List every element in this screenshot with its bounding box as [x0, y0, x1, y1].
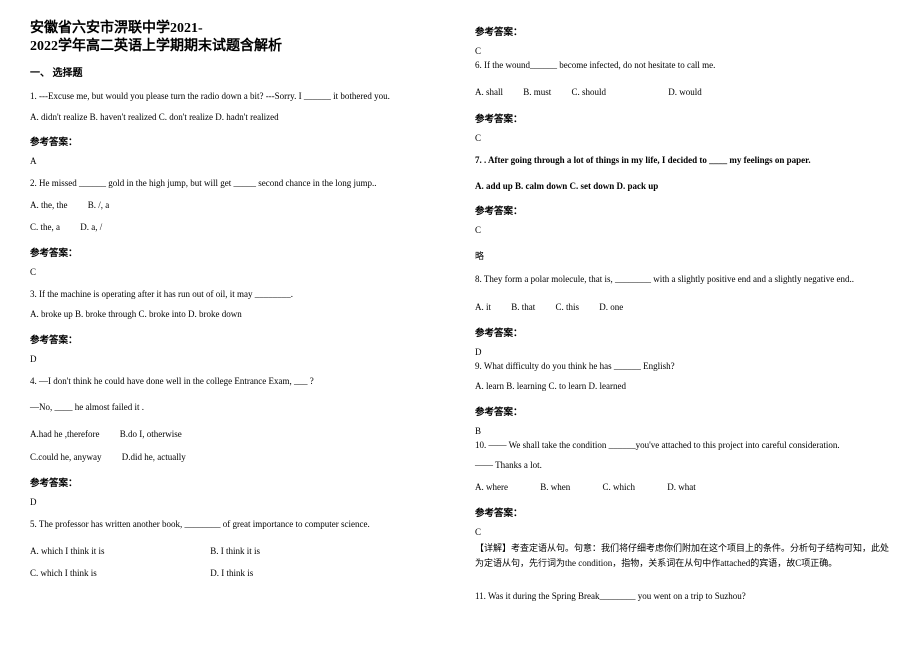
answer-7: C	[475, 225, 890, 235]
opt-8c: C. this	[556, 299, 580, 315]
opt-2d: D. a, /	[80, 219, 102, 235]
answer-label: 参考答案：	[30, 245, 445, 259]
answer-1: A	[30, 156, 445, 166]
answer-label: 参考答案：	[475, 111, 890, 125]
question-9-options: A. learn B. learning C. to learn D. lear…	[475, 379, 890, 393]
answer-label: 参考答案：	[30, 134, 445, 148]
opt-10b: B. when	[540, 479, 570, 495]
question-5-options-row1: A. which I think it is B. I think it is	[30, 543, 445, 559]
opt-5d: D. I think is	[210, 565, 253, 581]
opt-8a: A. it	[475, 299, 491, 315]
answer-5: C	[475, 46, 890, 56]
question-10-options: A. where B. when C. which D. what	[475, 479, 890, 495]
opt-8d: D. one	[599, 299, 623, 315]
question-11: 11. Was it during the Spring Break______…	[475, 589, 890, 603]
exam-page: 安徽省六安市淠联中学2021- 2022学年高二英语上学期期末试题含解析 一、 …	[0, 0, 920, 630]
opt-2a: A. the, the	[30, 197, 68, 213]
opt-6c: C. should	[572, 84, 607, 100]
answer-4: D	[30, 497, 445, 507]
opt-4b: B.do I, otherwise	[120, 426, 182, 442]
answer-10: C	[475, 527, 890, 537]
question-2-options-row1: A. the, the B. /, a	[30, 197, 445, 213]
answer-label: 参考答案：	[30, 475, 445, 489]
opt-4c: C.could he, anyway	[30, 449, 101, 465]
question-10-line2: —— Thanks a lot.	[475, 458, 890, 472]
question-1: 1. ---Excuse me, but would you please tu…	[30, 89, 445, 103]
answer-label: 参考答案：	[475, 404, 890, 418]
opt-5a: A. which I think it is	[30, 543, 190, 559]
answer-label: 参考答案：	[475, 325, 890, 339]
opt-6a: A. shall	[475, 84, 503, 100]
opt-2b: B. /, a	[88, 197, 110, 213]
answer-3: D	[30, 354, 445, 364]
answer-label: 参考答案：	[475, 203, 890, 217]
question-1-options: A. didn't realize B. haven't realized C.…	[30, 110, 445, 124]
title-line-1: 安徽省六安市淠联中学2021-	[30, 21, 203, 36]
question-9: 9. What difficulty do you think he has _…	[475, 359, 890, 373]
question-4-options-row2: C.could he, anyway D.did he, actually	[30, 449, 445, 465]
opt-5b: B. I think it is	[210, 543, 260, 559]
opt-6d: D. would	[668, 84, 702, 100]
question-5-options-row2: C. which I think is D. I think is	[30, 565, 445, 581]
question-7: 7. . After going through a lot of things…	[475, 153, 890, 167]
opt-2c: C. the, a	[30, 219, 60, 235]
question-6: 6. If the wound______ become infected, d…	[475, 58, 890, 72]
opt-10a: A. where	[475, 479, 508, 495]
opt-6b: B. must	[523, 84, 551, 100]
question-2: 2. He missed ______ gold in the high jum…	[30, 176, 445, 190]
question-8-options: A. it B. that C. this D. one	[475, 299, 890, 315]
question-4-options-row1: A.had he ,therefore B.do I, otherwise	[30, 426, 445, 442]
opt-4a: A.had he ,therefore	[30, 426, 99, 442]
answer-10-detail: 【详解】考查定语从句。句意：我们将仔细考虑你们附加在这个项目上的条件。分析句子结…	[475, 541, 890, 572]
left-column: 安徽省六安市淠联中学2021- 2022学年高二英语上学期期末试题含解析 一、 …	[30, 20, 445, 610]
opt-4d: D.did he, actually	[122, 449, 186, 465]
question-3: 3. If the machine is operating after it …	[30, 287, 445, 301]
section-heading: 一、 选择题	[30, 64, 445, 79]
question-7-options: A. add up B. calm down C. set down D. pa…	[475, 179, 890, 193]
question-10: 10. —— We shall take the condition _____…	[475, 438, 890, 452]
question-4: 4. —I don't think he could have done wel…	[30, 374, 445, 388]
answer-6: C	[475, 133, 890, 143]
answer-9: B	[475, 426, 890, 436]
opt-5c: C. which I think is	[30, 565, 190, 581]
answer-7-note: 略	[475, 249, 890, 262]
right-column: 参考答案： C 6. If the wound______ become inf…	[475, 20, 890, 610]
opt-8b: B. that	[511, 299, 535, 315]
question-8: 8. They form a polar molecule, that is, …	[475, 272, 890, 286]
opt-10d: D. what	[667, 479, 696, 495]
question-3-options: A. broke up B. broke through C. broke in…	[30, 307, 445, 321]
question-5: 5. The professor has written another boo…	[30, 517, 445, 531]
answer-label: 参考答案：	[30, 332, 445, 346]
answer-label: 参考答案：	[475, 505, 890, 519]
question-6-options: A. shall B. must C. should D. would	[475, 84, 890, 100]
doc-title: 安徽省六安市淠联中学2021- 2022学年高二英语上学期期末试题含解析	[30, 20, 445, 56]
opt-10c: C. which	[603, 479, 636, 495]
answer-label: 参考答案：	[475, 24, 890, 38]
answer-8: D	[475, 347, 890, 357]
question-2-options-row2: C. the, a D. a, /	[30, 219, 445, 235]
question-4-line2: —No, ____ he almost failed it .	[30, 400, 445, 414]
title-line-2: 2022学年高二英语上学期期末试题含解析	[30, 39, 282, 54]
answer-2: C	[30, 267, 445, 277]
